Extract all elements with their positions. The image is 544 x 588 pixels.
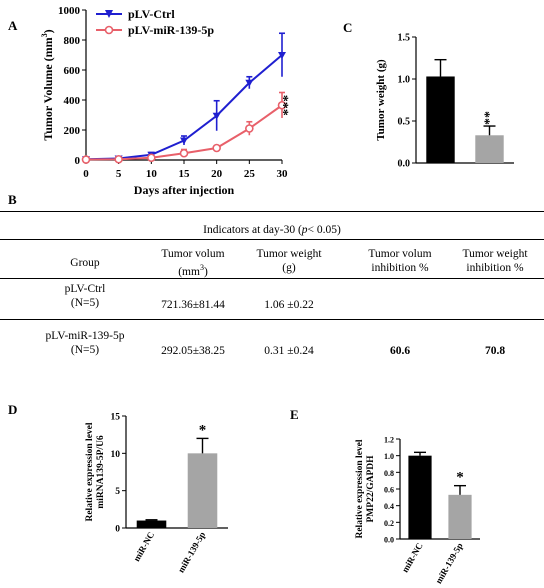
y-axis-label: Tumor Volume (mm3) xyxy=(40,29,55,140)
data-point xyxy=(212,112,221,120)
legend-marker xyxy=(105,10,113,18)
x-tick-label: 15 xyxy=(179,168,191,180)
table-rule-row xyxy=(0,319,544,320)
data-point xyxy=(278,52,286,59)
bar xyxy=(426,76,455,163)
header-tumor-weight: Tumor weight (g) xyxy=(256,248,322,274)
bar xyxy=(475,135,504,163)
y-tick-label: 0.8 xyxy=(384,469,394,478)
y-tick-label: 200 xyxy=(64,125,81,137)
header-group: Group xyxy=(70,257,100,269)
header-weight-inhibition: Tumor weight inhibition % xyxy=(462,248,528,274)
y-axis-label-line1: Relative expression level xyxy=(355,439,365,538)
y-axis-label-line1: Relative expression level xyxy=(85,422,95,521)
y-tick-label: 600 xyxy=(64,65,81,77)
y-tick-label: 1.5 xyxy=(398,33,411,44)
y-tick-label: 0.5 xyxy=(398,117,411,128)
bar xyxy=(136,520,167,528)
x-tick-label: 25 xyxy=(244,168,256,180)
x-tick-label: 0 xyxy=(83,168,89,180)
pmp22-expression-bar-chart: 0.0 0.2 0.4 0.6 0.8 1.0 1.2 miR-NC miR-139-5p * Re… xyxy=(355,436,480,585)
table-title: Indicators at day-30 (p< 0.05) xyxy=(203,224,341,236)
y-tick-label: 0 xyxy=(75,155,81,167)
row2-weight-inhibition: 70.8 xyxy=(484,345,506,357)
bar xyxy=(187,453,218,528)
mirna-expression-bar-chart: 0 5 10 15 miR-NC miR-139-5p * Relative expressi… xyxy=(85,413,228,574)
data-point xyxy=(114,154,123,164)
x-tick-label: 10 xyxy=(146,168,158,180)
row2-weight: 0.31 ±0.24 xyxy=(264,345,314,357)
legend-label: pLV-Ctrl xyxy=(128,7,175,21)
panel-letter-d: D xyxy=(8,402,18,417)
row2-volum-inhibition: 60.6 xyxy=(389,345,411,357)
panel-letter-c: C xyxy=(343,20,353,35)
table-rule-title xyxy=(0,239,544,240)
row1-group: pLV-Ctrl (N=5) xyxy=(64,283,106,309)
significance-label: ** xyxy=(483,111,498,125)
table-rule-header xyxy=(0,278,544,279)
y-tick-label: 1000 xyxy=(58,5,81,17)
y-tick-label: 0 xyxy=(115,525,120,535)
y-tick-label: 5 xyxy=(115,487,120,497)
y-tick-label: 0.0 xyxy=(384,536,394,545)
data-point xyxy=(81,155,91,164)
y-tick-label: 0.0 xyxy=(398,159,411,170)
row2-volum: 292.05±38.25 xyxy=(161,345,225,357)
x-tick-label: miR-139-5p xyxy=(433,541,464,585)
row2-group: pLV-miR-139-5p (N=5) xyxy=(45,330,125,356)
x-axis-label: Days after injection xyxy=(134,183,235,197)
y-tick-label: 1.0 xyxy=(384,452,394,461)
tumor-weight-bar-chart: 0.0 0.5 1.0 1.5 ** Tumor weight (g) xyxy=(375,33,514,170)
y-tick-label: 0.2 xyxy=(384,519,394,528)
y-tick-label: 0.6 xyxy=(384,486,394,495)
legend-marker xyxy=(104,25,114,35)
x-tick-label: miR-NC xyxy=(131,530,156,563)
bar xyxy=(408,455,432,539)
y-tick-label: 0.4 xyxy=(384,502,394,511)
indicators-table: Indicators at day-30 (p< 0.05) Group Tum… xyxy=(0,211,544,361)
data-point xyxy=(277,100,287,110)
legend-label: pLV-miR-139-5p xyxy=(128,23,214,37)
significance-label: * xyxy=(199,422,207,438)
significance-label: *** xyxy=(281,95,296,116)
bar xyxy=(448,494,472,539)
y-tick-label: 400 xyxy=(64,95,81,107)
x-tick-label: 20 xyxy=(211,168,223,180)
y-axis-label-line2: PMP22/GAPDH xyxy=(366,455,376,523)
panel-letter-e: E xyxy=(290,407,299,422)
header-volum-inhibition: Tumor volum inhibition % xyxy=(368,248,432,274)
data-point xyxy=(179,148,189,158)
header-tumor-volum: Tumor volum (mm3) xyxy=(161,248,225,278)
x-tick-label: miR-139-5p xyxy=(176,530,207,574)
panel-letter-a: A xyxy=(8,18,18,33)
x-tick-label: 5 xyxy=(116,168,122,180)
significance-label: * xyxy=(456,470,464,486)
x-tick-label: miR-NC xyxy=(400,541,425,574)
data-point xyxy=(212,143,221,153)
data-point xyxy=(147,153,156,163)
row1-weight: 1.06 ±0.22 xyxy=(264,299,314,311)
y-tick-label: 800 xyxy=(64,35,81,47)
data-point xyxy=(245,79,254,87)
table-rule-top xyxy=(0,211,544,212)
tumor-volume-line-chart: 0 200 400 600 800 1000 0 5 10 15 20 25 30 Days after … xyxy=(40,5,296,197)
x-tick-label: 30 xyxy=(277,168,289,180)
y-tick-label: 10 xyxy=(111,450,121,460)
y-tick-label: 1.0 xyxy=(398,75,411,86)
data-point xyxy=(180,137,188,145)
y-axis-label-line2: miRNA139-5P/U6 xyxy=(96,435,106,509)
y-axis-label: Tumor weight (g) xyxy=(375,59,387,141)
row1-volum: 721.36±81.44 xyxy=(161,299,225,311)
y-tick-label: 15 xyxy=(111,413,121,423)
data-point xyxy=(245,124,254,133)
y-tick-label: 1.2 xyxy=(384,436,394,445)
panel-letter-b: B xyxy=(8,192,17,207)
